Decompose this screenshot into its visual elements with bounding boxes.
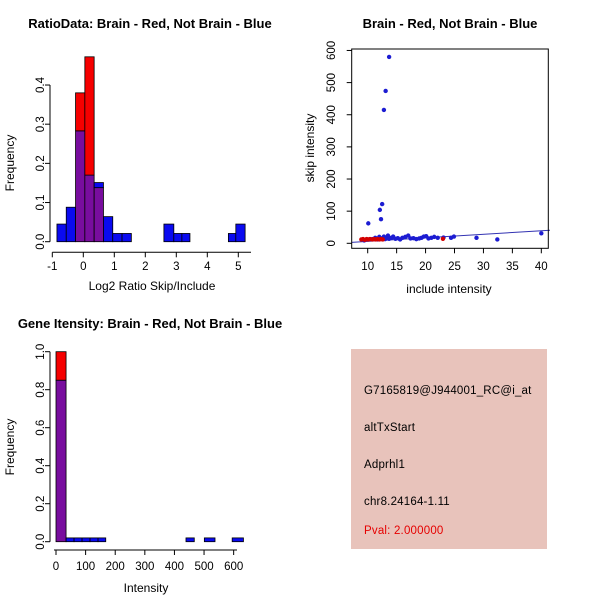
svg-text:4: 4 [204,261,211,273]
svg-text:0.2: 0.2 [35,496,47,512]
svg-text:0.2: 0.2 [35,155,47,171]
svg-text:Brain - Red, Not Brain - Blue: Brain - Red, Not Brain - Blue [363,16,538,31]
svg-text:0.4: 0.4 [35,76,47,93]
svg-text:skip intensity: skip intensity [303,114,317,183]
svg-text:0: 0 [326,240,338,246]
svg-text:0.0: 0.0 [35,234,47,250]
gene-intensity-histogram-panel: 0 100 200 300 400 500 600 0.0 0.2 0.4 0.6 0.8 1.0 Gen… [0,300,300,600]
svg-text:Frequency: Frequency [3,419,17,476]
svg-text:35: 35 [506,261,519,273]
svg-text:100: 100 [76,561,95,573]
svg-text:30: 30 [477,261,490,273]
svg-text:Log2 Ratio Skip/Include: Log2 Ratio Skip/Include [89,279,216,293]
ratio-histogram-chart: -1 0 1 2 3 4 5 0.0 0.1 0.2 0.3 0.4 RatioData: Brain … [3,16,272,293]
svg-text:20: 20 [419,261,432,273]
svg-text:5: 5 [235,261,241,273]
svg-text:100: 100 [326,202,338,221]
svg-text:Gene Itensity: Brain - Red, No: Gene Itensity: Brain - Red, Not Brain - … [18,316,282,331]
svg-text:0.3: 0.3 [35,116,47,132]
svg-text:0.4: 0.4 [35,457,47,474]
svg-text:-1: -1 [47,261,57,273]
svg-text:0.6: 0.6 [35,420,47,436]
svg-text:RatioData: Brain - Red, Not Br: RatioData: Brain - Red, Not Brain - Blue [28,16,271,31]
svg-text:0.8: 0.8 [35,382,47,398]
svg-text:0: 0 [53,561,59,573]
svg-text:1.0: 1.0 [35,344,47,360]
svg-text:0: 0 [80,261,86,273]
gene-info-panel: G7165819@J944001_RC@i_at altTxStart Adpr… [300,300,600,600]
svg-text:0.0: 0.0 [35,534,47,550]
svg-text:500: 500 [194,561,213,573]
svg-text:Frequency: Frequency [3,135,17,192]
svg-text:400: 400 [326,105,338,124]
ratio-histogram-panel: -1 0 1 2 3 4 5 0.0 0.1 0.2 0.3 0.4 RatioData: Brain … [0,0,300,300]
svg-text:400: 400 [165,561,184,573]
svg-text:Intensity: Intensity [124,581,169,595]
svg-text:600: 600 [326,41,338,60]
svg-text:600: 600 [224,561,243,573]
event-type-text: altTxStart [364,422,416,434]
probe-id-text: G7165819@J944001_RC@i_at [364,385,532,397]
pval-text: Pval: 2.000000 [364,525,444,537]
svg-text:0.1: 0.1 [35,195,47,211]
svg-text:40: 40 [535,261,548,273]
svg-text:2: 2 [142,261,148,273]
gene-name-text: Adprhl1 [364,459,406,471]
gene-intensity-histogram-chart: 0 100 200 300 400 500 600 0.0 0.2 0.4 0.6 0.8 1.0 Gen… [3,316,282,595]
svg-text:500: 500 [326,73,338,92]
svg-text:25: 25 [448,261,461,273]
svg-text:1: 1 [111,261,117,273]
svg-text:10: 10 [361,261,374,273]
svg-text:300: 300 [135,561,154,573]
svg-text:300: 300 [326,137,338,156]
gene-info-box: G7165819@J944001_RC@i_at altTxStart Adpr… [351,349,547,549]
svg-text:include intensity: include intensity [406,282,491,296]
svg-text:200: 200 [326,169,338,188]
svg-text:200: 200 [106,561,125,573]
svg-text:15: 15 [390,261,403,273]
svg-text:3: 3 [173,261,179,273]
intensity-scatter-panel: 10 15 20 25 30 35 40 0 100 200 300 400 500 600 Brain -… [300,0,600,300]
locus-text: chr8.24164-1.11 [364,496,450,508]
